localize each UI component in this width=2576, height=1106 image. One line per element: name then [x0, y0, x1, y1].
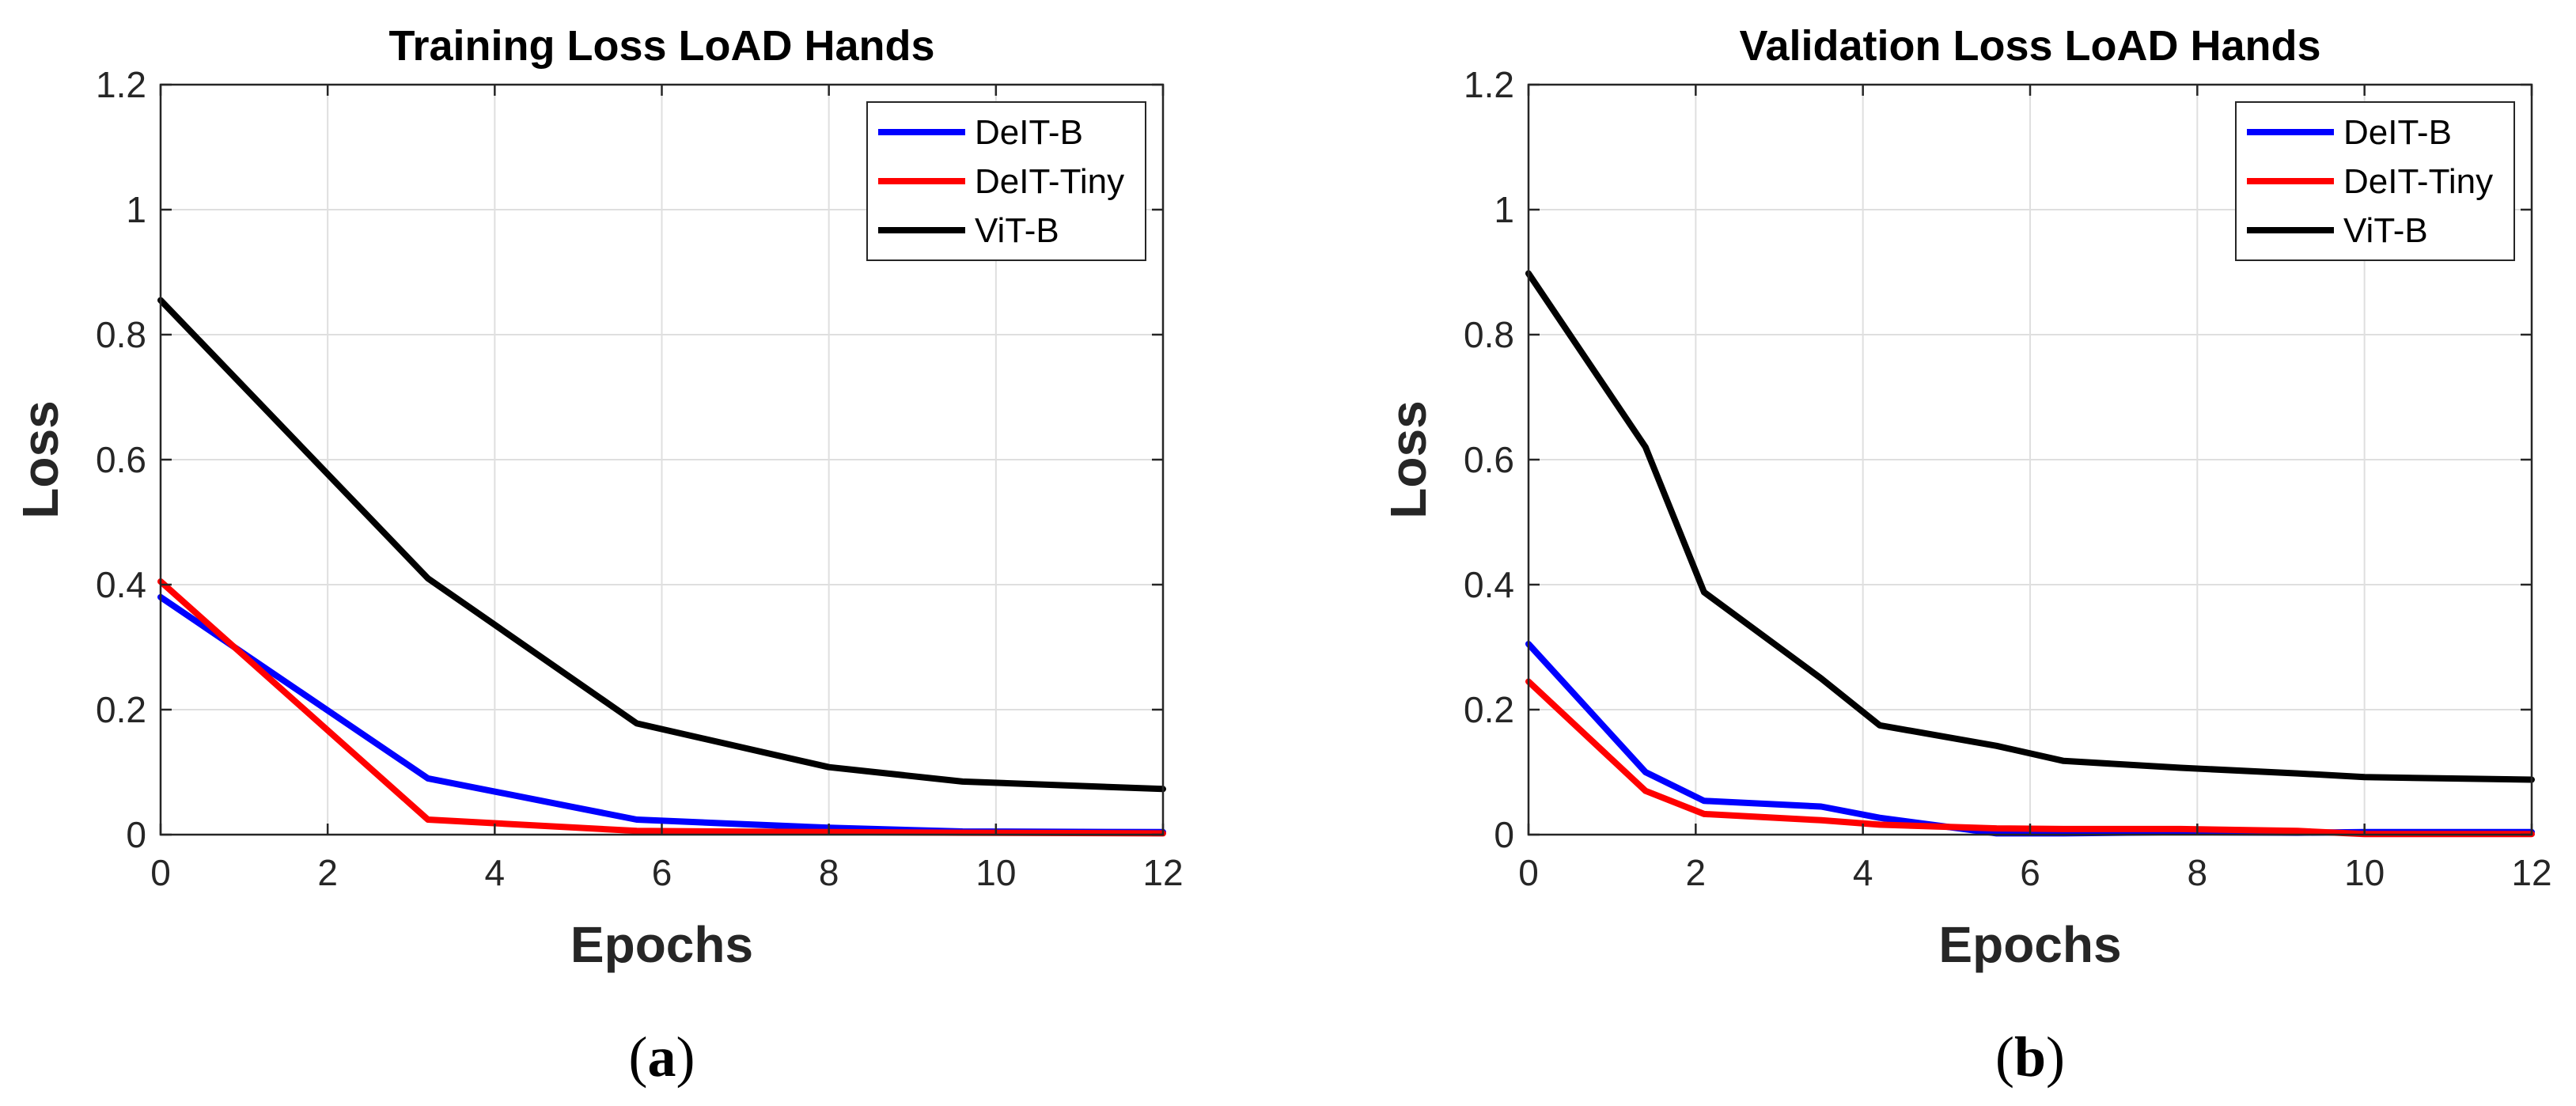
y-axis-label: Loss	[12, 400, 69, 518]
x-tick-label: 6	[2020, 852, 2040, 893]
x-tick-label: 8	[2188, 852, 2208, 893]
chart-title: Validation Loss LoAD Hands	[1739, 22, 2320, 70]
x-tick-label: 8	[819, 852, 839, 893]
x-tick-label: 12	[2511, 852, 2551, 893]
y-tick-label: 0.2	[96, 689, 146, 730]
panel-caption-letter: a	[648, 1025, 676, 1089]
y-axis-label: Loss	[1380, 400, 1437, 518]
x-tick-label: 4	[485, 852, 506, 893]
legend: DeIT-B DeIT-Tiny ViT-B	[2235, 101, 2515, 261]
x-tick-label: 4	[1853, 852, 1873, 893]
series-line-vit-b	[1525, 270, 2535, 783]
y-tick-label: 0.4	[96, 564, 146, 605]
legend: DeIT-B DeIT-Tiny ViT-B	[866, 101, 1146, 261]
x-tick-label: 2	[317, 852, 338, 893]
y-tick-label: 0.6	[1464, 439, 1514, 480]
x-tick-label: 10	[2344, 852, 2385, 893]
chart-title: Training Loss LoAD Hands	[388, 22, 934, 70]
x-tick-label: 2	[1686, 852, 1707, 893]
x-tick-label: 0	[1518, 852, 1539, 893]
y-tick-label: 0.8	[1464, 314, 1514, 355]
legend-label: DeIT-Tiny	[2343, 162, 2493, 201]
y-tick-label: 0.2	[1464, 689, 1514, 730]
y-tick-label: 0	[126, 814, 146, 855]
series-line-deit-tiny	[1525, 678, 2535, 838]
y-tick-label: 1	[126, 189, 146, 230]
series-line-vit-b	[157, 297, 1166, 793]
x-tick-label: 6	[652, 852, 672, 893]
legend-label: DeIT-B	[2343, 113, 2452, 152]
panel-caption-letter: b	[2014, 1025, 2046, 1089]
x-tick-label: 12	[1142, 852, 1183, 893]
legend-label: DeIT-Tiny	[975, 162, 1124, 201]
y-tick-label: 0.8	[96, 314, 146, 355]
x-axis-label: Epochs	[570, 916, 753, 973]
x-axis-label: Epochs	[1938, 916, 2121, 973]
chart-panel-a: 0 2 4 6 8 10 12 0 0.2 0.4 0.6 0.8 1 1.2 Training Loss …	[12, 22, 1184, 1089]
legend-label: ViT-B	[975, 211, 1059, 250]
y-tick-label: 0.6	[96, 439, 146, 480]
x-tick-label: 0	[150, 852, 171, 893]
panel-caption: (b)	[1995, 1025, 2065, 1089]
y-tick-label: 0	[1494, 814, 1514, 855]
legend-label: DeIT-B	[975, 113, 1083, 152]
y-tick-label: 1.2	[96, 64, 146, 105]
x-tick-label: 10	[975, 852, 1016, 893]
panel-caption: (a)	[629, 1025, 695, 1089]
y-tick-label: 0.4	[1464, 564, 1514, 605]
y-tick-label: 1	[1494, 189, 1514, 230]
y-tick-label: 1.2	[1464, 64, 1514, 105]
legend-label: ViT-B	[2343, 211, 2428, 250]
chart-panel-b: 0 2 4 6 8 10 12 0 0.2 0.4 0.6 0.8 1 1.2 Validation Los…	[1380, 22, 2552, 1089]
